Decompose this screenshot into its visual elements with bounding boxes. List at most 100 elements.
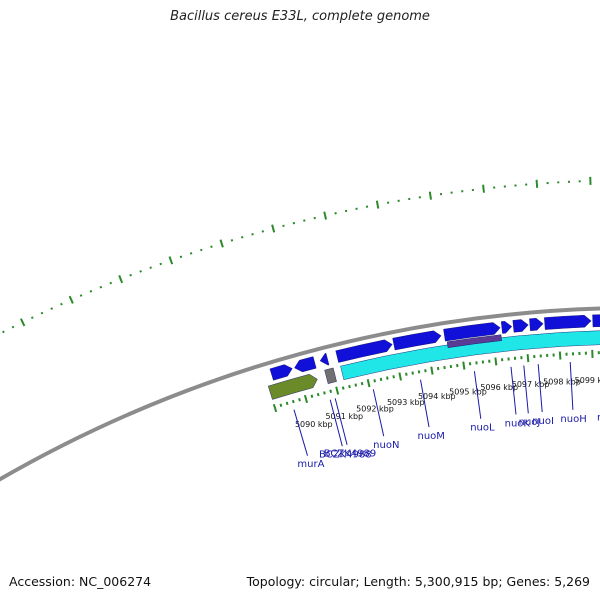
outer-tick — [230, 239, 234, 242]
gene-label: nuoM — [417, 431, 444, 442]
scale-tick — [285, 401, 289, 406]
backbone-arc — [0, 306, 600, 482]
outer-tick — [375, 200, 380, 209]
scale-label: 5092 kbp — [356, 404, 394, 413]
gene-feature — [544, 314, 592, 330]
scale-tick — [392, 375, 395, 379]
scale-tick — [526, 354, 530, 363]
gene-feature — [392, 330, 442, 351]
gene-feature — [324, 367, 337, 384]
scale-tick — [494, 357, 498, 366]
scale-tick — [462, 361, 466, 370]
outer-tick — [40, 311, 44, 315]
map-title: Bacillus cereus E33L, complete genome — [170, 9, 430, 24]
gene-label-line — [537, 364, 543, 413]
gene-feature — [335, 339, 393, 363]
gene-label: BCZK4989 — [324, 449, 377, 460]
scale-tick — [430, 366, 434, 375]
outer-tick — [200, 248, 203, 252]
gene-label: nuoK — [505, 419, 531, 430]
scale-label: 5096 kbp — [480, 383, 518, 392]
gene-feature — [319, 352, 330, 366]
outer-tick — [118, 275, 124, 284]
outer-tick — [149, 266, 152, 269]
outer-tick — [159, 262, 163, 266]
accession-text: Accession: NC_006274 — [9, 574, 152, 589]
scale-tick — [398, 372, 402, 381]
gene-label-line — [473, 371, 482, 419]
gene-label-line — [372, 389, 385, 437]
scale-tick — [417, 370, 421, 374]
gene-track — [267, 314, 600, 400]
gene-feature — [269, 364, 293, 381]
outer-tick — [68, 295, 74, 304]
gene-label: nuoD — [597, 412, 600, 423]
gene-label: nuoH — [560, 414, 586, 425]
outer-tick — [19, 318, 26, 327]
gene-feature — [512, 319, 529, 333]
outer-tick — [2, 330, 5, 334]
scale-label: 5097 kbp — [512, 380, 550, 389]
gene-feature — [529, 317, 544, 332]
outer-tick — [99, 285, 103, 289]
scale-tick — [379, 377, 383, 382]
outer-tick — [210, 245, 213, 248]
gene-label-line — [523, 365, 529, 414]
scale-tick — [373, 379, 376, 383]
gene-label-line — [569, 361, 574, 410]
outer-tick — [11, 325, 15, 329]
scale-tick — [354, 383, 358, 387]
scale-tick — [360, 381, 364, 386]
outer-tick — [282, 224, 285, 228]
scale-tick — [310, 394, 314, 398]
scale-tick — [411, 371, 414, 375]
gene-feature — [294, 356, 317, 373]
scale-tick — [298, 398, 301, 402]
backbone-track — [0, 306, 600, 482]
scale-tick — [366, 379, 371, 388]
scale-tick — [291, 399, 295, 404]
outer-tick — [482, 184, 485, 193]
outer-tick — [189, 252, 193, 255]
outer-tick — [60, 302, 63, 306]
scale-tick — [335, 386, 340, 395]
genome-summary-text: Topology: circular; Length: 5,300,915 bp… — [246, 574, 590, 589]
outer-tick — [129, 273, 132, 277]
gene-feature — [267, 373, 318, 400]
gene-label-line — [420, 379, 430, 428]
outer-tick — [89, 289, 93, 293]
gene-label: nuoN — [373, 440, 399, 451]
outer-tick — [168, 256, 174, 265]
scale-label: 5093 kbp — [387, 398, 425, 407]
scale-tick — [316, 392, 320, 397]
gene-label-line — [334, 398, 348, 446]
gene-label: nuoI — [532, 416, 554, 427]
scale-tick — [424, 369, 427, 373]
gene-label-line — [293, 409, 308, 456]
outer-tick — [30, 316, 34, 320]
scale-label: 5091 kbp — [325, 412, 363, 421]
gene-label-line — [329, 399, 343, 447]
outer-tick — [179, 255, 183, 259]
scale-tick — [279, 403, 283, 407]
scale-tick — [386, 376, 389, 380]
outer-tick — [240, 236, 244, 239]
outer-tick — [109, 281, 113, 285]
gene-label: murA — [297, 459, 324, 470]
scale-label: 5099 kbp — [575, 376, 600, 385]
scale-tick — [341, 386, 345, 390]
outer-tick — [50, 307, 54, 310]
gene-label: nuoJ — [519, 417, 541, 428]
outer-tick — [219, 239, 224, 248]
scale-label: 5098 kbp — [543, 378, 581, 387]
gene-label: BCZK4988 — [319, 450, 372, 461]
outer-tick — [428, 191, 432, 200]
outer-tick — [261, 230, 265, 233]
scale-tick-track — [272, 349, 600, 413]
outer-tick — [79, 294, 83, 297]
outer-tick — [271, 224, 276, 233]
outer-tick — [139, 270, 142, 273]
